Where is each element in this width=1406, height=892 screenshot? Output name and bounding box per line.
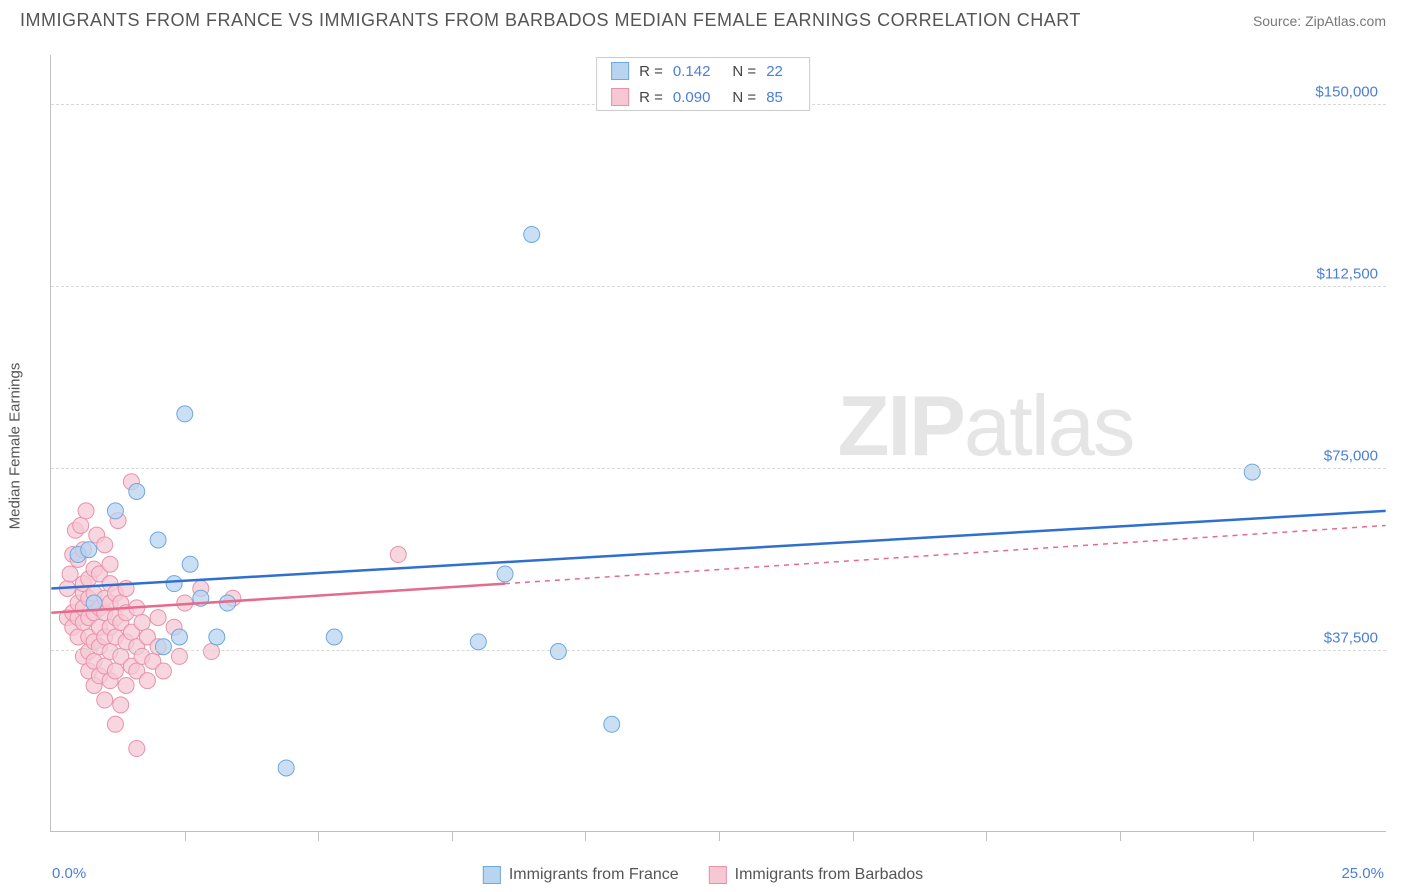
data-point — [278, 760, 294, 776]
data-point — [134, 614, 150, 630]
data-point — [107, 503, 123, 519]
data-point — [209, 629, 225, 645]
trend-line — [51, 511, 1385, 589]
data-point — [171, 629, 187, 645]
x-tick — [986, 831, 987, 841]
r-label: R = — [639, 63, 663, 80]
gridline — [51, 286, 1386, 287]
legend-swatch — [483, 866, 501, 884]
x-tick — [719, 831, 720, 841]
data-point — [1244, 464, 1260, 480]
r-label: R = — [639, 89, 663, 106]
data-point — [326, 629, 342, 645]
data-point — [81, 542, 97, 558]
r-value: 0.090 — [673, 89, 711, 106]
gridline — [51, 468, 1386, 469]
y-axis-title: Median Female Earnings — [7, 363, 24, 530]
y-tick-label: $37,500 — [1324, 629, 1378, 646]
data-point — [78, 503, 94, 519]
data-point — [177, 406, 193, 422]
data-point — [155, 663, 171, 679]
legend-bottom: Immigrants from France Immigrants from Ba… — [483, 866, 923, 884]
data-point — [102, 556, 118, 572]
data-point — [182, 556, 198, 572]
data-point — [390, 547, 406, 563]
data-point — [118, 678, 134, 694]
n-label: N = — [732, 89, 756, 106]
x-tick — [318, 831, 319, 841]
data-point — [113, 697, 129, 713]
chart-plot-area: ZIPatlas $37,500$75,000$112,500$150,000 — [50, 55, 1386, 832]
x-axis-min-label: 0.0% — [52, 865, 86, 882]
x-tick — [585, 831, 586, 841]
legend-item: Immigrants from France — [483, 866, 679, 884]
y-tick-label: $150,000 — [1315, 83, 1378, 100]
n-label: N = — [732, 63, 756, 80]
x-tick — [1120, 831, 1121, 841]
x-axis-max-label: 25.0% — [1341, 865, 1384, 882]
legend-swatch — [611, 62, 629, 80]
legend-swatch — [611, 88, 629, 106]
r-value: 0.142 — [673, 63, 711, 80]
legend-swatch — [709, 866, 727, 884]
data-point — [139, 673, 155, 689]
data-point — [604, 716, 620, 732]
n-value: 85 — [766, 89, 783, 106]
data-point — [129, 484, 145, 500]
y-tick-label: $112,500 — [1317, 265, 1378, 282]
legend-item: Immigrants from Barbados — [709, 866, 924, 884]
data-point — [150, 532, 166, 548]
data-point — [150, 610, 166, 626]
x-tick — [853, 831, 854, 841]
data-point — [107, 716, 123, 732]
data-point — [166, 576, 182, 592]
data-point — [524, 226, 540, 242]
data-point — [73, 517, 89, 533]
data-point — [497, 566, 513, 582]
data-point — [155, 639, 171, 655]
data-point — [107, 663, 123, 679]
legend-stats-box: R = 0.142 N = 22 R = 0.090 N = 85 — [596, 57, 810, 111]
n-value: 22 — [766, 63, 783, 80]
x-tick — [1253, 831, 1254, 841]
legend-stat-row: R = 0.142 N = 22 — [597, 58, 809, 84]
x-tick — [452, 831, 453, 841]
scatter-plot — [51, 55, 1386, 831]
data-point — [97, 692, 113, 708]
chart-source: Source: ZipAtlas.com — [1253, 13, 1386, 29]
y-tick-label: $75,000 — [1324, 447, 1378, 464]
legend-stat-row: R = 0.090 N = 85 — [597, 84, 809, 110]
gridline — [51, 650, 1386, 651]
legend-label: Immigrants from France — [509, 866, 679, 884]
data-point — [203, 644, 219, 660]
data-point — [470, 634, 486, 650]
data-point — [129, 741, 145, 757]
data-point — [97, 537, 113, 553]
data-point — [62, 566, 78, 582]
legend-label: Immigrants from Barbados — [735, 866, 924, 884]
x-tick — [185, 831, 186, 841]
chart-title: IMMIGRANTS FROM FRANCE VS IMMIGRANTS FRO… — [20, 10, 1081, 31]
data-point — [550, 644, 566, 660]
